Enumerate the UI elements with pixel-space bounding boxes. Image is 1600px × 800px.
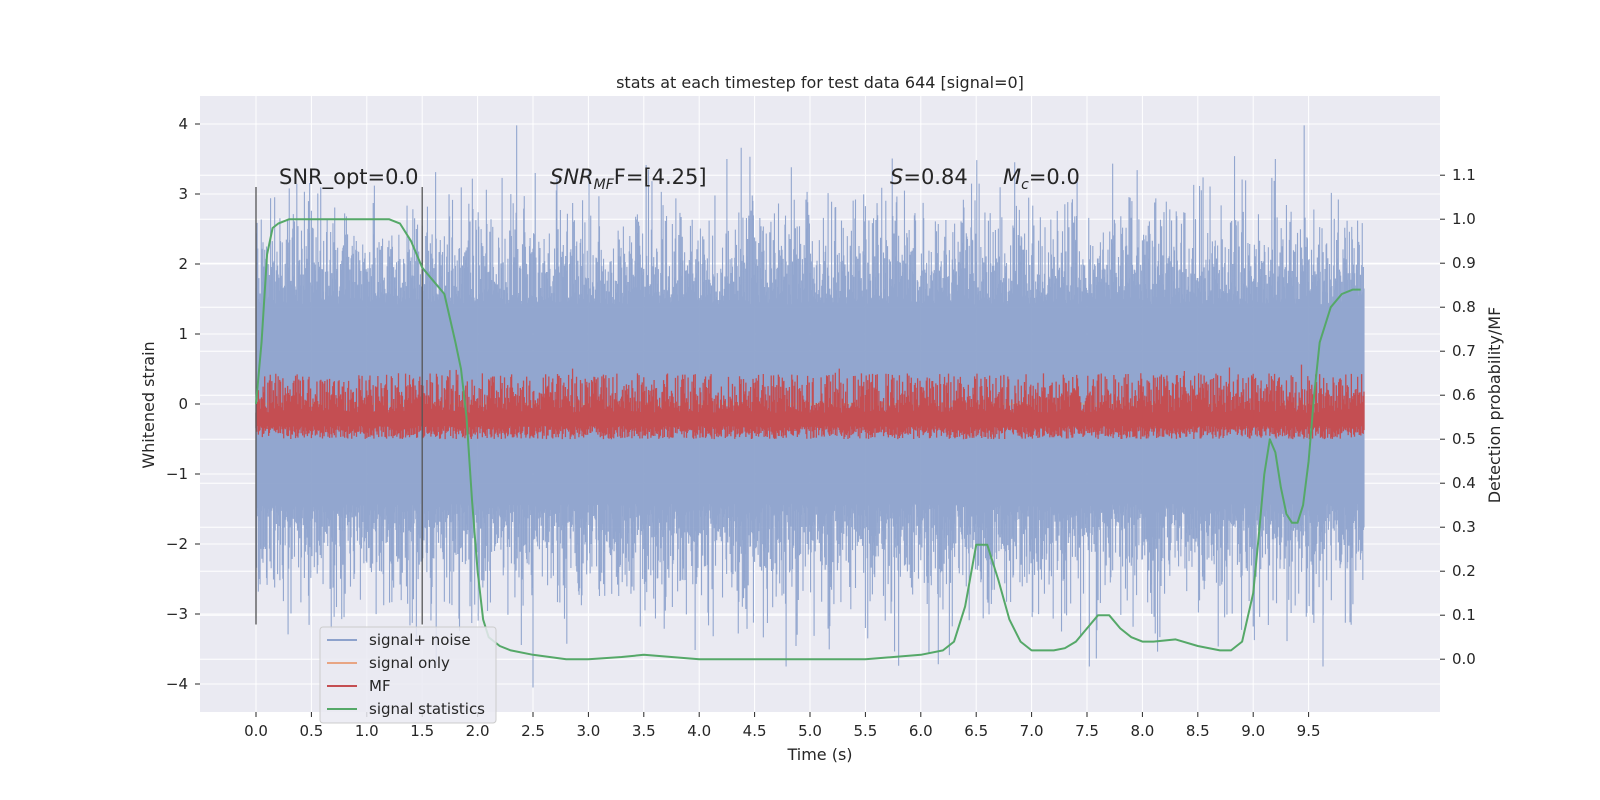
chart-title: stats at each timestep for test data 644…: [616, 73, 1024, 92]
y2-tick-label: 0.4: [1452, 474, 1476, 492]
y-tick-label: −3: [166, 605, 188, 623]
y-axis-ticks: −4 −3 −2 −1 0 1 2 3 4: [166, 115, 200, 693]
series-signal-statistics: [255, 218, 1361, 661]
annotation-snr-mf: SNRMFF=[4.25]: [550, 165, 707, 193]
x-tick-label: 8.5: [1186, 722, 1210, 740]
x-tick-label: 6.5: [964, 722, 988, 740]
y-tick-label: 2: [178, 255, 188, 273]
legend-label-signal-only: signal only: [369, 654, 450, 672]
legend-label-mf: MF: [369, 677, 391, 695]
y2-tick-label: 0.5: [1452, 430, 1476, 448]
x-tick-label: 9.0: [1241, 722, 1265, 740]
y-tick-label: 1: [178, 325, 188, 343]
x-tick-label: 1.5: [410, 722, 434, 740]
legend: signal+ noise signal only MF signal stat…: [319, 626, 497, 724]
y2-tick-label: 0.9: [1452, 254, 1476, 272]
x-tick-label: 9.5: [1297, 722, 1321, 740]
y2-tick-label: 0.2: [1452, 562, 1476, 580]
y2-tick-label: 0.1: [1452, 606, 1476, 624]
x-tick-label: 0.0: [244, 722, 268, 740]
y2-tick-label: 0.0: [1452, 650, 1476, 668]
annotation-s: S=0.84: [890, 165, 968, 189]
x-tick-label: 8.0: [1130, 722, 1154, 740]
x-tick-label: 0.5: [299, 722, 323, 740]
annotation-snr-opt: SNR_opt=0.0: [279, 165, 419, 190]
y-axis-label: Whitened strain: [139, 341, 158, 468]
x-tick-label: 3.5: [632, 722, 656, 740]
y2-tick-label: 0.3: [1452, 518, 1476, 536]
y2-axis-ticks: 0.0 0.1 0.2 0.3 0.4 0.5 0.6 0.7 0.8 0.9 1.0 1.1: [1440, 166, 1476, 668]
y2-tick-label: 1.0: [1452, 210, 1476, 228]
x-tick-label: 4.5: [743, 722, 767, 740]
legend-box: [319, 626, 497, 724]
x-tick-label: 7.0: [1020, 722, 1044, 740]
x-tick-label: 2.0: [466, 722, 490, 740]
x-tick-label: 6.0: [909, 722, 933, 740]
x-axis-ticks: 0.0 0.5 1.0 1.5 2.0 2.5 3.0 3.5 4.0 4.5 5.0 5.5 6.0 6…: [244, 712, 1321, 740]
y2-tick-label: 0.8: [1452, 298, 1476, 316]
x-tick-label: 3.0: [576, 722, 600, 740]
annotation-mc: Mc=0.0: [1003, 165, 1080, 193]
x-tick-label: 2.5: [521, 722, 545, 740]
x-tick-label: 1.0: [355, 722, 379, 740]
y2-axis-label: Detection probability/MF: [1485, 307, 1504, 504]
y2-tick-label: 0.7: [1452, 342, 1476, 360]
y2-tick-label: 0.6: [1452, 386, 1476, 404]
legend-label-signal-noise: signal+ noise: [369, 631, 471, 649]
y-tick-label: −1: [166, 465, 188, 483]
x-tick-label: 4.0: [687, 722, 711, 740]
window-markers: [255, 187, 423, 625]
x-axis-label: Time (s): [786, 745, 852, 764]
y-tick-label: −4: [166, 675, 188, 693]
x-tick-label: 5.0: [798, 722, 822, 740]
y-tick-label: 3: [178, 185, 188, 203]
x-tick-label: 5.5: [853, 722, 877, 740]
y-tick-label: 0: [178, 395, 188, 413]
y-tick-label: 4: [178, 115, 188, 133]
legend-label-signal-statistics: signal statistics: [369, 700, 485, 718]
y-tick-label: −2: [166, 535, 188, 553]
y2-tick-label: 1.1: [1452, 166, 1476, 184]
signal-statistics-trace: [255, 218, 1361, 661]
x-tick-label: 7.5: [1075, 722, 1099, 740]
